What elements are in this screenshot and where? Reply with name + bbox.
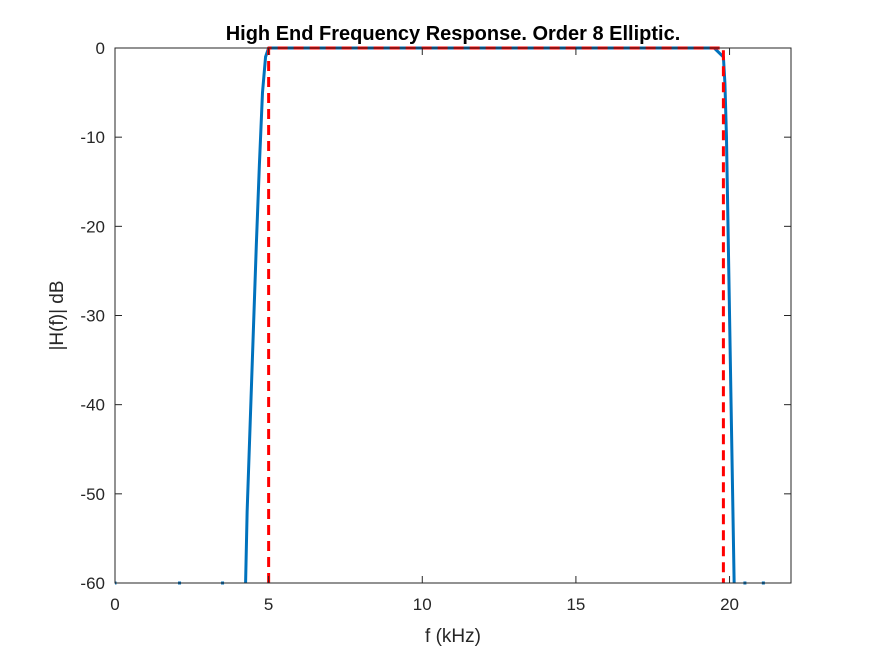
y-axis-label: |H(f)| dB — [47, 280, 68, 350]
tick-layer: 0 5 10 15 20 0 -10 -20 -30 -40 -50 -60 — [80, 39, 791, 614]
y-tick-label: -30 — [80, 307, 105, 326]
x-tick-label: 20 — [720, 595, 739, 614]
y-tick-label: -10 — [80, 128, 105, 147]
x-tick-label: 5 — [264, 595, 273, 614]
y-tick-label: 0 — [96, 39, 105, 58]
y-tick-label: -60 — [80, 574, 105, 593]
y-tick-label: -50 — [80, 485, 105, 504]
y-tick-label: -20 — [80, 217, 105, 236]
chart-title: High End Frequency Response. Order 8 Ell… — [226, 23, 681, 45]
x-tick-label: 15 — [566, 595, 585, 614]
x-axis-label: f (kHz) — [425, 626, 481, 647]
plot-area — [115, 48, 791, 583]
x-tick-label: 10 — [413, 595, 432, 614]
y-tick-label: -40 — [80, 396, 105, 415]
x-tick-label: 0 — [110, 595, 119, 614]
series-line-ideal-response — [267, 46, 725, 583]
